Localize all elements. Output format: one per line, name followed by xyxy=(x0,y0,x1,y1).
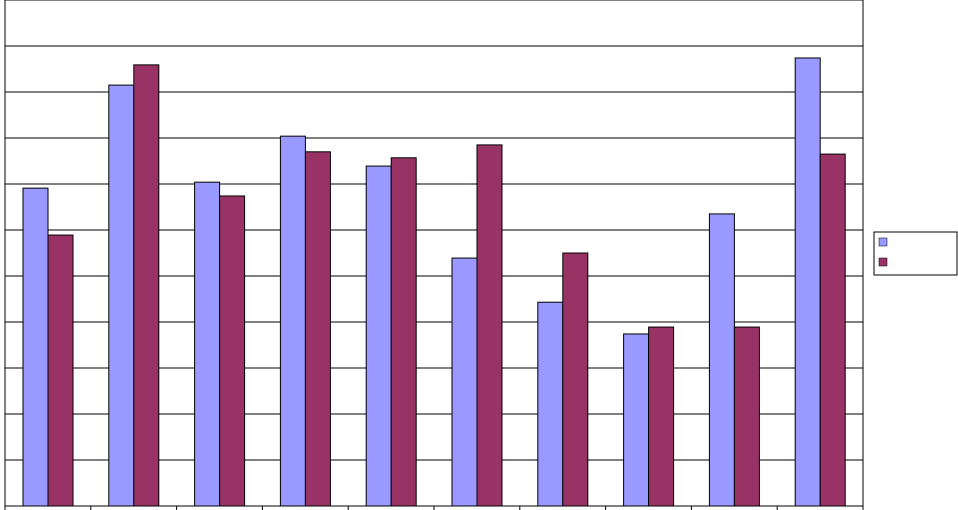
bar xyxy=(537,301,564,507)
bar xyxy=(390,157,417,507)
legend-swatch xyxy=(878,257,888,267)
bar xyxy=(476,144,503,507)
bar xyxy=(733,326,760,507)
bar xyxy=(279,135,306,507)
bar xyxy=(562,252,589,507)
bar xyxy=(194,181,221,507)
bar xyxy=(22,187,49,507)
bar xyxy=(304,151,331,507)
bar xyxy=(648,326,675,507)
bar xyxy=(819,153,846,507)
bar xyxy=(708,213,735,507)
legend-swatch xyxy=(878,237,888,247)
bar xyxy=(365,165,392,507)
bar xyxy=(794,57,821,507)
bar xyxy=(108,84,135,507)
bar xyxy=(47,234,74,507)
bar xyxy=(133,64,160,507)
bar xyxy=(451,257,478,507)
legend-box xyxy=(873,231,958,276)
bar xyxy=(219,195,246,507)
bar xyxy=(623,333,650,507)
